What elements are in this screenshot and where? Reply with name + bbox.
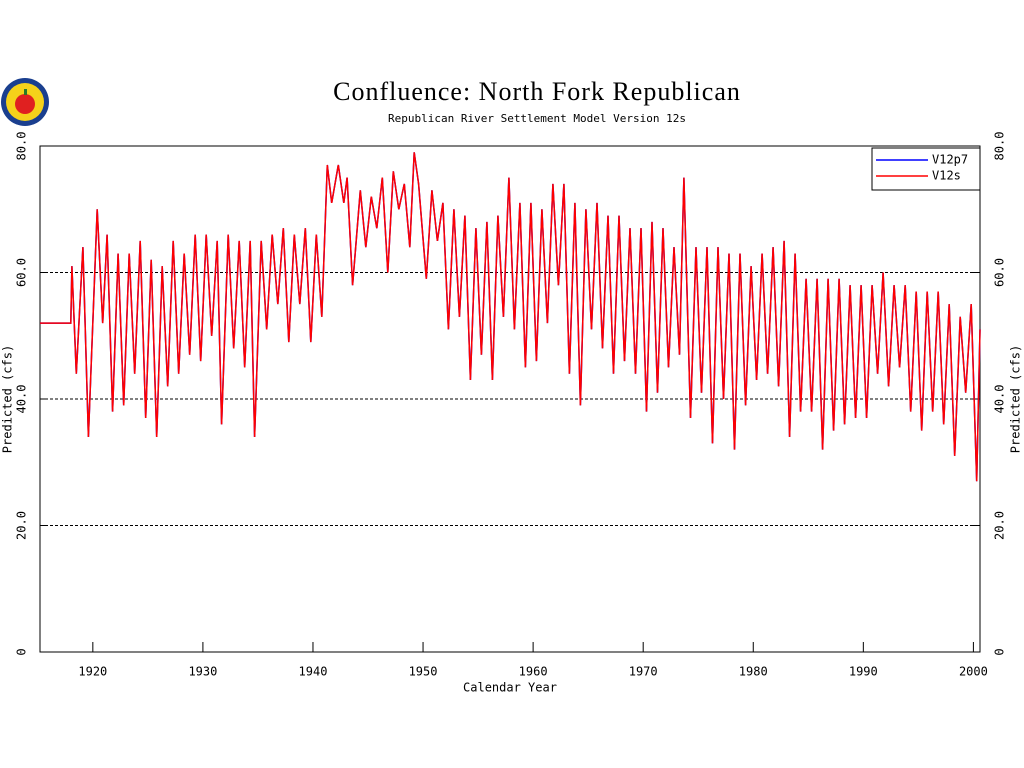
logo <box>1 78 49 126</box>
y2-axis-label: Predicted (cfs) <box>1009 345 1023 453</box>
x-axis-label: Calendar Year <box>463 681 557 695</box>
y-tick-label: 60.0 <box>15 258 29 287</box>
x-tick-label: 2000 <box>959 665 988 679</box>
x-tick-label: 1930 <box>188 665 217 679</box>
legend-box <box>871 147 981 191</box>
chart-subtitle: Republican River Settlement Model Versio… <box>388 112 686 125</box>
x-tick-label: 1920 <box>78 665 107 679</box>
y2-tick-label: 80.0 <box>993 132 1007 161</box>
x-tick-label: 1970 <box>629 665 658 679</box>
y-tick-label: 0 <box>15 648 29 655</box>
x-tick-label: 1960 <box>519 665 548 679</box>
y-tick-label: 40.0 <box>15 385 29 414</box>
legend-label: V12s <box>932 169 961 183</box>
y2-tick-label: 40.0 <box>993 385 1007 414</box>
chart-title: Confluence: North Fork Republican <box>333 77 741 106</box>
y2-tick-label: 60.0 <box>993 258 1007 287</box>
x-tick-label: 1940 <box>299 665 328 679</box>
x-tick-label: 1980 <box>739 665 768 679</box>
x-tick-label: 1990 <box>849 665 878 679</box>
y-tick-label: 20.0 <box>15 511 29 540</box>
legend-label: V12p7 <box>932 153 968 167</box>
y2-tick-label: 0 <box>993 648 1007 655</box>
series-line <box>40 152 981 482</box>
y-tick-label: 80.0 <box>15 132 29 161</box>
y-axis-label: Predicted (cfs) <box>1 345 15 453</box>
y2-tick-label: 20.0 <box>993 511 1007 540</box>
x-tick-label: 1950 <box>409 665 438 679</box>
